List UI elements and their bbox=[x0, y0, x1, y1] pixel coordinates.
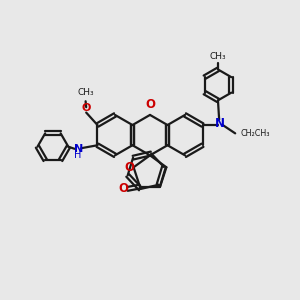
Text: O: O bbox=[145, 98, 155, 111]
Text: H: H bbox=[74, 150, 82, 160]
Text: N: N bbox=[215, 117, 225, 130]
Text: O: O bbox=[125, 161, 135, 174]
Text: O: O bbox=[118, 182, 128, 195]
Text: CH₃: CH₃ bbox=[77, 88, 94, 98]
Text: CH₃: CH₃ bbox=[210, 52, 226, 61]
Text: N: N bbox=[74, 144, 83, 154]
Text: O: O bbox=[82, 103, 91, 113]
Text: CH₂CH₃: CH₂CH₃ bbox=[241, 129, 270, 138]
